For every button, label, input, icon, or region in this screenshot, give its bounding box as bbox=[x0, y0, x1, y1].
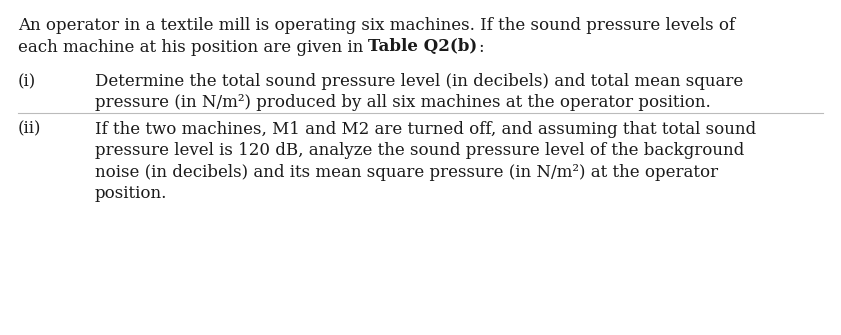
Text: :: : bbox=[478, 39, 484, 56]
Text: (i): (i) bbox=[18, 73, 36, 90]
Text: If the two machines, M1 and M2 are turned off, and assuming that total sound: If the two machines, M1 and M2 are turne… bbox=[95, 121, 756, 138]
Text: position.: position. bbox=[95, 185, 167, 202]
Text: (ii): (ii) bbox=[18, 121, 41, 138]
Text: Table Q2(b): Table Q2(b) bbox=[368, 39, 478, 56]
Text: pressure level is 120 dB, analyze the sound pressure level of the background: pressure level is 120 dB, analyze the so… bbox=[95, 142, 744, 159]
Text: Determine the total sound pressure level (in decibels) and total mean square: Determine the total sound pressure level… bbox=[95, 73, 743, 90]
Text: each machine at his position are given in: each machine at his position are given i… bbox=[18, 39, 368, 56]
Text: An operator in a textile mill is operating six machines. If the sound pressure l: An operator in a textile mill is operati… bbox=[18, 17, 735, 34]
Text: pressure (in N/m²) produced by all six machines at the operator position.: pressure (in N/m²) produced by all six m… bbox=[95, 94, 711, 112]
Text: noise (in decibels) and its mean square pressure (in N/m²) at the operator: noise (in decibels) and its mean square … bbox=[95, 163, 718, 181]
